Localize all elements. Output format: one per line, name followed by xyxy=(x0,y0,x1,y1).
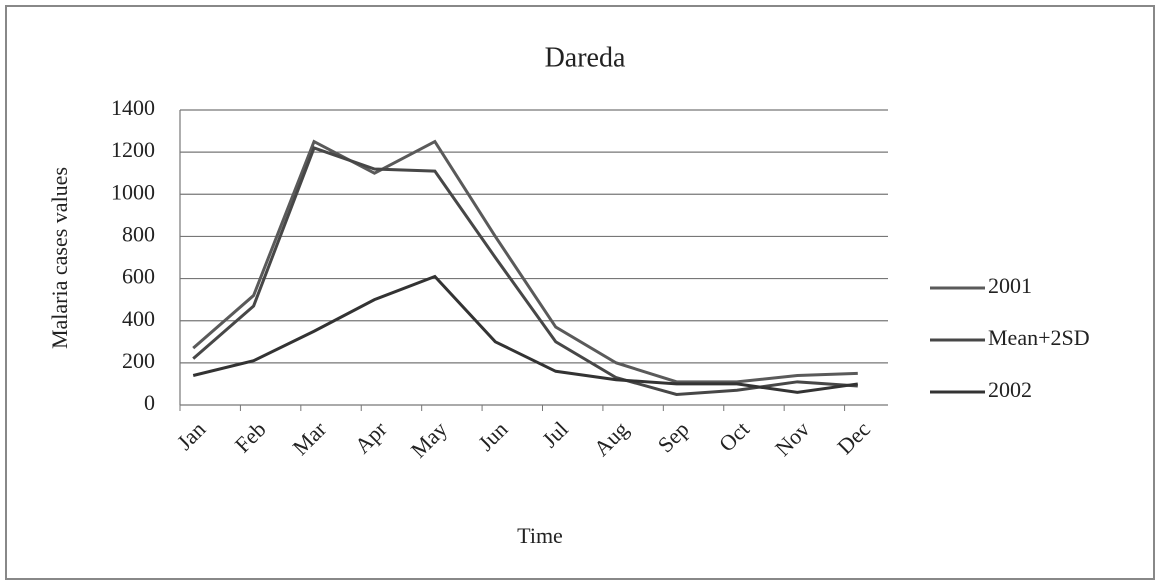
series-line xyxy=(192,274,858,394)
legend-label: 2001 xyxy=(988,273,1032,298)
y-tick-label: 400 xyxy=(122,306,155,331)
y-tick-label: 0 xyxy=(144,390,155,415)
legend-label: 2002 xyxy=(988,377,1032,402)
x-axis-label: Time xyxy=(517,523,563,548)
legend-label: Mean+2SD xyxy=(988,325,1090,350)
y-tick-label: 200 xyxy=(122,348,155,373)
series-line xyxy=(192,146,858,396)
y-tick-label: 600 xyxy=(122,264,155,289)
y-tick-label: 1400 xyxy=(111,95,155,120)
chart-title: Dareda xyxy=(545,42,626,73)
y-tick-label: 1200 xyxy=(111,137,155,162)
y-tick-label: 1000 xyxy=(111,179,155,204)
y-tick-label: 800 xyxy=(122,221,155,246)
series-line xyxy=(192,139,858,384)
y-axis-label: Malaria cases values xyxy=(47,167,72,349)
chart-border xyxy=(5,5,1155,580)
